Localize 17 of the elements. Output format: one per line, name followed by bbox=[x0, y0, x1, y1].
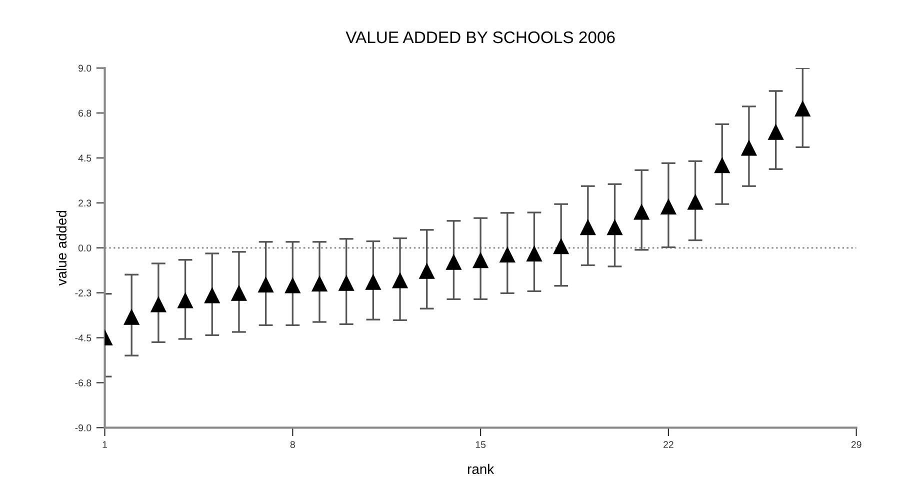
x-tick-label: 29 bbox=[851, 441, 862, 448]
y-tick-label: -2.3 bbox=[75, 290, 92, 296]
chart-title: VALUE ADDED BY SCHOOLS 2006 bbox=[346, 31, 615, 44]
y-tick-label: -9.0 bbox=[75, 424, 92, 432]
y-tick-label: 9.0 bbox=[78, 64, 92, 72]
y-tick-label: 6.8 bbox=[78, 110, 92, 117]
y-axis-title: value added bbox=[56, 210, 67, 286]
y-tick-label: 2.3 bbox=[78, 200, 92, 207]
x-tick-label: 8 bbox=[290, 441, 295, 448]
x-axis-title: rank bbox=[468, 464, 494, 474]
y-tick-label: 0.0 bbox=[78, 244, 92, 252]
x-tick-label: 1 bbox=[102, 441, 107, 448]
y-tick-label: -4.5 bbox=[75, 334, 92, 342]
x-tick-label: 15 bbox=[476, 441, 486, 448]
x-tick-label: 22 bbox=[664, 441, 674, 448]
y-tick-label: 4.5 bbox=[78, 154, 92, 162]
y-tick-label: -6.8 bbox=[75, 379, 92, 386]
